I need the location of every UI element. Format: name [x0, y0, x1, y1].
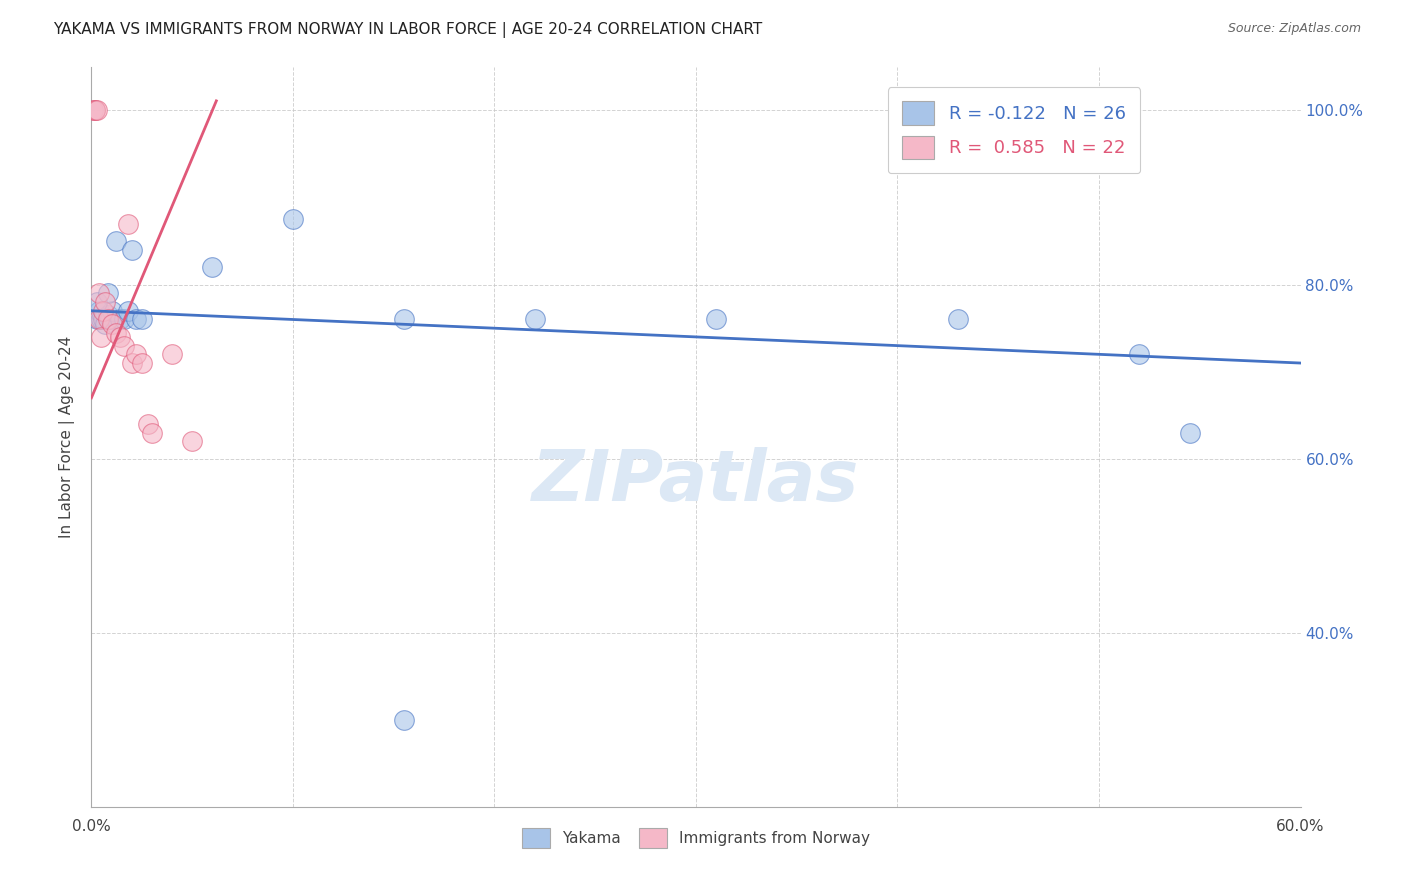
Point — [89, 312, 111, 326]
Text: YAKAMA VS IMMIGRANTS FROM NORWAY IN LABOR FORCE | AGE 20-24 CORRELATION CHART: YAKAMA VS IMMIGRANTS FROM NORWAY IN LABO… — [53, 22, 762, 38]
Point — [96, 308, 118, 322]
Legend: Yakama, Immigrants from Norway: Yakama, Immigrants from Norway — [515, 821, 877, 855]
Point — [94, 295, 117, 310]
Point — [112, 312, 135, 326]
Point — [104, 326, 127, 340]
Point — [90, 312, 112, 326]
Point — [94, 317, 117, 331]
Point — [108, 330, 131, 344]
Text: Source: ZipAtlas.com: Source: ZipAtlas.com — [1227, 22, 1361, 36]
Point — [392, 713, 415, 727]
Point — [523, 312, 546, 326]
Point — [100, 303, 122, 318]
Point — [141, 425, 163, 440]
Point — [82, 103, 104, 118]
Point — [704, 312, 727, 326]
Point — [131, 312, 153, 326]
Point — [93, 312, 115, 326]
Point — [1128, 347, 1150, 361]
Point — [108, 312, 131, 326]
Point — [131, 356, 153, 370]
Point — [86, 103, 108, 118]
Point — [117, 217, 139, 231]
Point — [89, 303, 111, 318]
Point — [136, 417, 159, 431]
Point — [201, 260, 224, 275]
Point — [392, 312, 415, 326]
Point — [96, 312, 118, 326]
Point — [125, 347, 148, 361]
Point — [112, 338, 135, 352]
Point — [100, 317, 122, 331]
Point — [84, 103, 107, 118]
Point — [86, 312, 108, 326]
Point — [121, 356, 143, 370]
Point — [181, 434, 204, 449]
Point — [89, 286, 111, 301]
Point — [1178, 425, 1201, 440]
Point — [86, 295, 108, 310]
Point — [117, 303, 139, 318]
Point — [160, 347, 183, 361]
Point — [96, 286, 118, 301]
Point — [121, 243, 143, 257]
Point — [90, 330, 112, 344]
Point — [125, 312, 148, 326]
Point — [946, 312, 969, 326]
Point — [84, 103, 107, 118]
Point — [93, 303, 115, 318]
Point — [281, 212, 304, 227]
Y-axis label: In Labor Force | Age 20-24: In Labor Force | Age 20-24 — [59, 336, 76, 538]
Point — [104, 234, 127, 248]
Point — [98, 312, 121, 326]
Text: ZIPatlas: ZIPatlas — [533, 447, 859, 516]
